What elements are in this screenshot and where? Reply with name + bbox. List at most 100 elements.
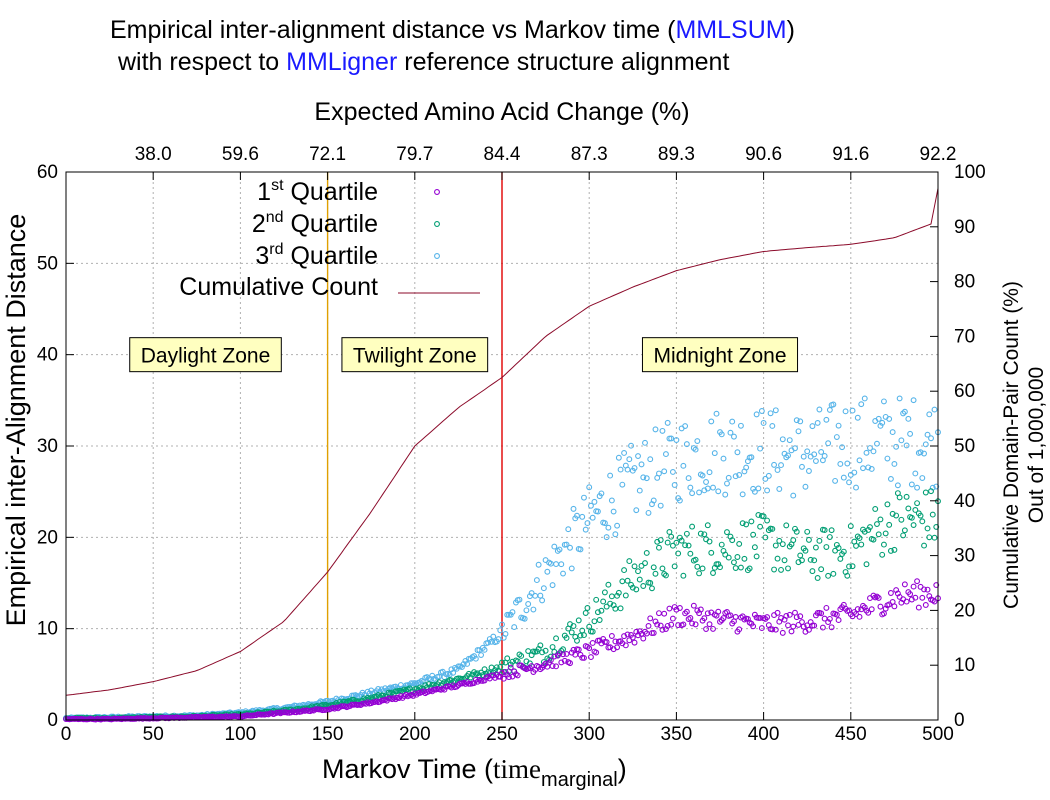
- scatter-point: [692, 446, 699, 453]
- scatter-point: [539, 597, 546, 604]
- scatter-point: [894, 482, 901, 489]
- scatter-point: [499, 670, 505, 676]
- scatter-point: [678, 537, 685, 544]
- scatter-point: [650, 630, 657, 636]
- scatter-point: [514, 672, 521, 679]
- scatter-point: [645, 622, 652, 629]
- y-tick-label: 20: [37, 527, 58, 548]
- scatter-point: [901, 527, 908, 534]
- scatter-point: [664, 419, 671, 426]
- scatter-point: [758, 408, 765, 414]
- scatter-point: [650, 564, 657, 571]
- legend-label-sup: nd: [266, 209, 284, 226]
- scatter-point: [659, 427, 666, 434]
- scatter-point: [504, 611, 511, 618]
- y-tick-label: 10: [37, 619, 58, 640]
- scatter-point: [769, 422, 776, 429]
- scatter-point: [650, 497, 657, 504]
- scatter-point: [853, 484, 859, 491]
- scatter-point: [582, 610, 589, 616]
- scatter-point: [589, 628, 596, 635]
- scatter-point: [861, 395, 868, 402]
- x-tick-label: 150: [312, 724, 344, 745]
- scatter-point: [570, 505, 577, 512]
- scatter-point: [617, 605, 624, 612]
- scatter-point: [676, 497, 683, 504]
- legend-label-base: 2: [252, 210, 266, 238]
- scatter-point: [748, 518, 755, 525]
- chart-title-mmlsum: MMLSUM: [675, 16, 786, 44]
- scatter-point: [563, 635, 570, 641]
- scatter-point: [868, 465, 875, 472]
- scatter-point: [561, 657, 568, 664]
- scatter-point: [884, 455, 891, 462]
- scatter-point: [528, 590, 535, 597]
- scatter-point: [687, 550, 694, 557]
- zone-label-box: [641, 337, 799, 373]
- scatter-point: [826, 615, 833, 622]
- scatter-point: [865, 464, 872, 471]
- scatter-point: [732, 565, 739, 572]
- scatter-point: [471, 680, 478, 686]
- scatter-point: [511, 624, 518, 631]
- scatter-point: [917, 512, 924, 519]
- scatter-point: [875, 531, 882, 538]
- scatter-point: [762, 534, 769, 541]
- scatter-point: [657, 537, 664, 543]
- scatter-point: [673, 437, 680, 443]
- chart-title-part-3: ): [787, 16, 795, 44]
- scatter-point: [853, 611, 859, 617]
- scatter-point: [760, 513, 767, 520]
- scatter-point: [574, 512, 580, 519]
- x2-tick-label: 38.0: [135, 144, 172, 165]
- scatter-point: [774, 467, 781, 473]
- scatter-point: [776, 486, 783, 492]
- scatter-point: [758, 625, 765, 632]
- scatter-point: [826, 534, 833, 540]
- scatter-point: [656, 610, 662, 617]
- scatter-point: [736, 626, 743, 633]
- scatter-point: [516, 596, 523, 603]
- scatter-point: [624, 631, 631, 638]
- scatter-point: [746, 565, 753, 572]
- scatter-point: [929, 511, 936, 518]
- scatter-point: [874, 521, 880, 528]
- scatter-point: [551, 653, 558, 660]
- scatter-point: [762, 475, 769, 482]
- scatter-point: [771, 461, 778, 468]
- scatter-point: [601, 520, 608, 527]
- scatter-point: [812, 458, 819, 465]
- scatter-point: [914, 578, 921, 585]
- scatter-point: [785, 565, 791, 572]
- scatter-point: [642, 560, 648, 567]
- scatter-point: [744, 567, 751, 574]
- scatter-point: [877, 422, 884, 429]
- scatter-point: [875, 415, 882, 422]
- scatter-point: [908, 514, 915, 521]
- scatter-point: [558, 659, 565, 666]
- scatter-point: [600, 598, 607, 605]
- scatter-point: [647, 580, 654, 586]
- scatter-point: [563, 541, 570, 548]
- scatter-point: [874, 440, 880, 447]
- scatter-point: [661, 468, 668, 475]
- scatter-point: [865, 527, 872, 533]
- scatter-point: [594, 609, 601, 616]
- scatter-point: [577, 632, 584, 639]
- scatter-point: [530, 606, 537, 613]
- scatter-point: [811, 451, 818, 458]
- scatter-point: [879, 419, 886, 426]
- x2-tick-label: 59.6: [222, 144, 259, 165]
- scatter-point: [581, 494, 587, 501]
- scatter-point: [682, 610, 689, 617]
- scatter-point: [856, 613, 863, 620]
- scatter-point: [537, 592, 544, 599]
- scatter-point: [846, 563, 853, 570]
- scatter-point: [685, 475, 692, 482]
- zone-label: Daylight Zone: [129, 337, 282, 373]
- scatter-point: [731, 559, 737, 566]
- scatter-point: [905, 505, 912, 512]
- scatter-point: [833, 541, 840, 548]
- scatter-point: [584, 520, 591, 527]
- scatter-point: [751, 488, 758, 495]
